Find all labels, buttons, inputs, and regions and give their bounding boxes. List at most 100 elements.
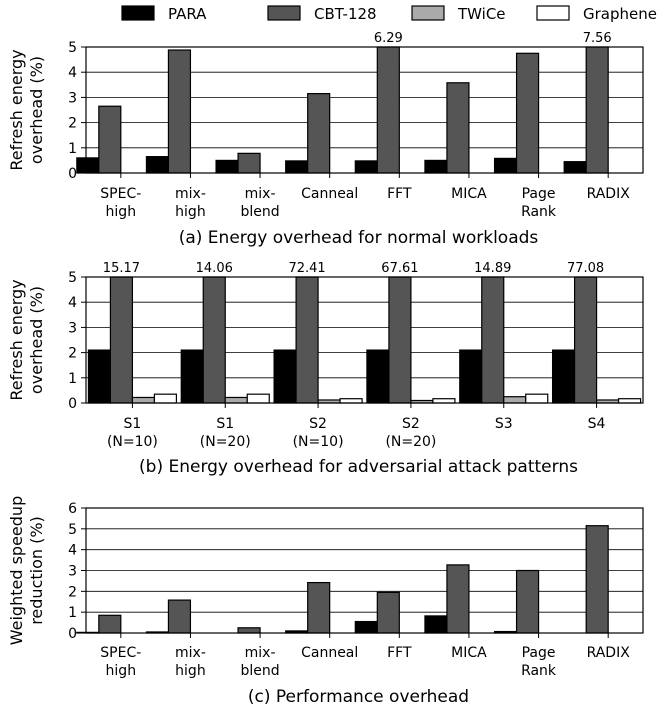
x-tick-label-line: RADIX [587, 645, 631, 661]
y-tick-label: 5 [68, 40, 77, 56]
bar-cbt-128 [515, 52, 540, 174]
panel-caption: (c) Performance overhead [248, 687, 469, 707]
bar-cbt-128 [446, 564, 470, 634]
x-tick-label: Canneal [301, 645, 358, 661]
value-label: 15.17 [103, 261, 140, 276]
y-axis-label: Refresh energy [7, 49, 26, 170]
x-tick-label: S2 (N=10) [293, 416, 344, 450]
x-tick-label: S2 (N=20) [385, 416, 436, 450]
y-axis-label: Refresh energy [7, 279, 26, 400]
y-tick-label: 0 [68, 166, 77, 182]
legend-label-twice: TWiCe [457, 5, 506, 23]
legend-label-para: PARA [168, 5, 207, 23]
x-tick-label: MICA [451, 645, 487, 661]
bar-para [273, 349, 297, 404]
x-tick-label-line: (N=20) [385, 434, 436, 450]
x-tick-label: S3 [495, 416, 513, 432]
legend: PARA CBT-128 TWiCe Graphene [121, 5, 657, 23]
x-tick-label: mix-high [175, 186, 206, 220]
bar-para [215, 159, 239, 174]
x-tick-label-line: high [175, 663, 206, 679]
x-tick-label: FFT [387, 186, 412, 202]
panel-c: 0123456SPEC-highmix-highmix-blendCanneal… [7, 496, 644, 707]
legend-swatch-para [121, 5, 155, 21]
value-label: 6.29 [374, 31, 403, 46]
x-tick-label-line: S4 [588, 416, 606, 432]
bar-cbt-128 [376, 46, 400, 174]
y-tick-label: 2 [68, 584, 77, 600]
bar-para [493, 157, 518, 174]
panel-caption: (a) Energy overhead for normal workloads [179, 228, 539, 248]
bar-para [563, 161, 587, 174]
x-tick-label-line: S1 [124, 416, 142, 432]
bar-cbt-128 [237, 627, 261, 634]
bar-para [354, 620, 378, 634]
x-tick-label-line: SPEC- [100, 645, 141, 661]
x-tick-label: Page Rank [521, 186, 557, 220]
y-axis-label: overhead (%) [27, 56, 46, 164]
panel-caption: (b) Energy overhead for adversarial atta… [139, 457, 578, 477]
x-tick-label-line: (N=20) [200, 434, 251, 450]
x-tick-label-line: Rank [521, 663, 557, 679]
bar-para [424, 159, 448, 174]
x-tick-label-line: (N=10) [293, 434, 344, 450]
bar-cbt-128 [109, 276, 134, 404]
bar-para [366, 349, 390, 404]
x-tick-label: S1 (N=10) [107, 416, 158, 450]
x-tick-label: RADIX [587, 645, 631, 661]
bar-cbt-128 [585, 46, 609, 174]
bar-twice [503, 396, 527, 404]
x-tick-label: Page Rank [521, 645, 557, 679]
bar-para [424, 615, 448, 634]
bar-cbt-128 [307, 581, 331, 634]
bar-cbt-128 [376, 591, 400, 634]
bar-cbt-128 [202, 276, 226, 404]
y-tick-label: 3 [68, 564, 77, 580]
y-tick-label: 5 [68, 522, 77, 538]
bar-cbt-128 [307, 93, 331, 174]
value-label: 14.89 [474, 261, 511, 276]
y-tick-label: 1 [68, 605, 77, 621]
x-tick-label: Canneal [301, 186, 358, 202]
bar-graphene [432, 398, 456, 404]
x-tick-label-line: S3 [495, 416, 513, 432]
x-tick-label-line: MICA [451, 186, 487, 202]
bar-para [551, 349, 576, 404]
x-tick-label-line: FFT [387, 645, 412, 661]
y-tick-label: 4 [68, 295, 77, 311]
bar-twice [131, 396, 156, 404]
bar-cbt-128 [388, 276, 412, 404]
x-tick-label-line: mix- [245, 645, 276, 661]
y-axis-label: reduction (%) [27, 516, 46, 625]
x-tick-label-line: blend [240, 663, 279, 679]
y-tick-label: 0 [68, 396, 77, 412]
x-tick-label-line: mix- [175, 645, 206, 661]
bar-cbt-128 [167, 49, 192, 174]
panel-b: 0 1 2 3 4 5 15.17 14.06 72.41 67.61 14.89 77.08 S1 (N… [7, 261, 644, 477]
x-tick-label-line: blend [240, 204, 279, 220]
x-tick-label: SPEC-high [100, 186, 141, 220]
value-label: 77.08 [567, 261, 604, 276]
x-tick-label-line: RADIX [587, 186, 631, 202]
y-tick-label: 0 [68, 626, 77, 642]
plot-frame [85, 46, 644, 174]
x-tick-label: FFT [387, 645, 412, 661]
bar-para [285, 160, 309, 174]
y-tick-label: 3 [68, 90, 77, 106]
y-tick-label: 2 [68, 116, 77, 132]
y-tick-label: 2 [68, 346, 77, 362]
bar-para [180, 349, 204, 404]
bar-cbt-128 [237, 152, 261, 174]
value-label: 72.41 [288, 261, 325, 276]
bar-cbt-128 [515, 569, 540, 634]
x-tick-label-line: mix- [175, 186, 206, 202]
x-tick-label-line: MICA [451, 645, 487, 661]
plot-frame [85, 507, 644, 634]
x-tick-label: S1 (N=20) [200, 416, 251, 450]
x-tick-label-line: S2 [309, 416, 327, 432]
y-tick-label: 5 [68, 270, 77, 286]
value-label: 67.61 [381, 261, 418, 276]
bar-para [76, 157, 100, 174]
bar-graphene [246, 393, 270, 404]
